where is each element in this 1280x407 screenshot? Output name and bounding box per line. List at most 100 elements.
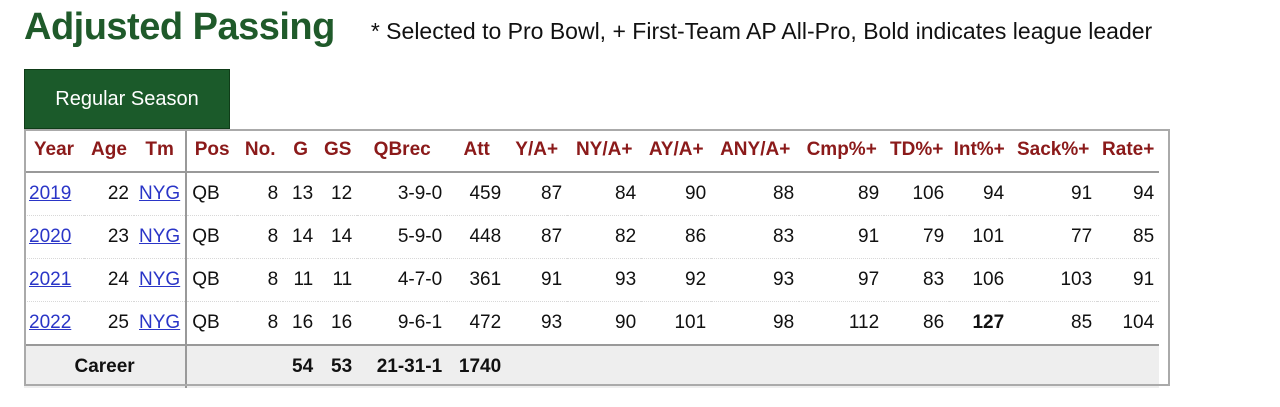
att-cell: 448 (447, 215, 507, 259)
gs-cell: 16 (318, 301, 358, 346)
year-link[interactable]: 2019 (29, 183, 72, 204)
team-cell: NYG (134, 215, 188, 259)
table-row: 2020 23 NYG QB 8 14 14 5-9-0 448 87 82 8… (24, 215, 1160, 259)
att-cell: 459 (447, 172, 507, 216)
ya-cell: 93 (506, 301, 568, 346)
nya-cell: 84 (567, 172, 642, 216)
g-cell: 11 (283, 258, 319, 302)
cmp-cell: 91 (799, 215, 885, 259)
g-cell: 14 (283, 215, 319, 259)
col-header-int[interactable]: Int%+ (949, 129, 1010, 173)
table-row: 2022 25 NYG QB 8 16 16 9-6-1 472 93 90 1… (24, 301, 1160, 346)
sack-cell: 85 (1009, 301, 1098, 346)
att-cell: 472 (447, 301, 507, 346)
career-qbrec-cell: 21-31-1 (357, 344, 448, 388)
col-header-gs[interactable]: GS (318, 129, 358, 173)
rate-cell: 94 (1097, 172, 1160, 216)
year-link[interactable]: 2021 (29, 269, 72, 290)
no-cell: 8 (237, 215, 284, 259)
career-ya-cell (506, 344, 568, 388)
career-rate-cell (1097, 344, 1160, 388)
col-header-ya[interactable]: Y/A+ (506, 129, 568, 173)
nya-cell: 82 (567, 215, 642, 259)
year-cell: 2020 (24, 215, 84, 259)
ya-cell: 87 (506, 215, 568, 259)
career-aya-cell (641, 344, 712, 388)
td-cell: 83 (884, 258, 950, 302)
col-header-sack[interactable]: Sack%+ (1009, 129, 1098, 173)
int-cell: 106 (949, 258, 1010, 302)
team-link[interactable]: NYG (139, 269, 181, 290)
col-header-year[interactable]: Year (24, 129, 84, 173)
team-cell: NYG (134, 301, 188, 346)
age-cell: 25 (84, 301, 134, 346)
qbrec-cell: 3-9-0 (357, 172, 448, 216)
aya-cell: 92 (641, 258, 712, 302)
col-header-aya[interactable]: AY/A+ (641, 129, 712, 173)
year-link[interactable]: 2020 (29, 226, 72, 247)
col-header-rate[interactable]: Rate+ (1097, 129, 1160, 173)
team-link[interactable]: NYG (139, 183, 181, 204)
legend-note: * Selected to Pro Bowl, + First-Team AP … (370, 18, 1153, 44)
career-nya-cell (567, 344, 642, 388)
career-row: Career 54 53 21-31-1 1740 (24, 344, 1160, 388)
page-header: Adjusted Passing * Selected to Pro Bowl,… (24, 6, 1152, 49)
int-cell: 101 (949, 215, 1010, 259)
col-header-tm[interactable]: Tm (134, 129, 188, 173)
cmp-cell: 112 (799, 301, 885, 346)
cmp-cell: 89 (799, 172, 885, 216)
aya-cell: 90 (641, 172, 712, 216)
g-cell: 13 (283, 172, 319, 216)
col-header-pos[interactable]: Pos (186, 129, 238, 173)
no-cell: 8 (237, 258, 284, 302)
team-link[interactable]: NYG (139, 226, 181, 247)
col-header-att[interactable]: Att (447, 129, 507, 173)
sack-cell: 91 (1009, 172, 1098, 216)
col-header-anya[interactable]: ANY/A+ (711, 129, 800, 173)
td-cell: 106 (884, 172, 950, 216)
col-header-nya[interactable]: NY/A+ (567, 129, 642, 173)
no-cell: 8 (237, 301, 284, 346)
col-header-age[interactable]: Age (84, 129, 134, 173)
career-td-cell (884, 344, 950, 388)
int-cell: 94 (949, 172, 1010, 216)
gs-cell: 14 (318, 215, 358, 259)
year-link[interactable]: 2022 (29, 312, 72, 333)
col-header-qbrec[interactable]: QBrec (357, 129, 448, 173)
table-row: 2021 24 NYG QB 8 11 11 4-7-0 361 91 93 9… (24, 258, 1160, 302)
col-header-td[interactable]: TD%+ (884, 129, 950, 173)
gs-cell: 11 (318, 258, 358, 302)
ya-cell: 91 (506, 258, 568, 302)
anya-cell: 83 (711, 215, 800, 259)
tab-regular-season[interactable]: Regular Season (24, 69, 230, 129)
anya-cell: 88 (711, 172, 800, 216)
qbrec-cell: 5-9-0 (357, 215, 448, 259)
col-header-g[interactable]: G (283, 129, 319, 173)
team-cell: NYG (134, 172, 188, 216)
year-cell: 2019 (24, 172, 84, 216)
col-header-no[interactable]: No. (237, 129, 284, 173)
table-header-row: Year Age Tm Pos No. G GS QBrec Att Y/A+ … (24, 129, 1160, 173)
career-att-cell: 1740 (447, 344, 507, 388)
aya-cell: 86 (641, 215, 712, 259)
col-header-cmp[interactable]: Cmp%+ (799, 129, 885, 173)
pos-cell: QB (186, 301, 238, 346)
no-cell: 8 (237, 172, 284, 216)
pos-cell: QB (186, 215, 238, 259)
career-label: Career (24, 344, 188, 388)
pos-cell: QB (186, 172, 238, 216)
team-cell: NYG (134, 258, 188, 302)
career-no-cell (237, 344, 284, 388)
year-cell: 2021 (24, 258, 84, 302)
career-pos-cell (186, 344, 238, 388)
team-link[interactable]: NYG (139, 312, 181, 333)
cmp-cell: 97 (799, 258, 885, 302)
career-g-cell: 54 (283, 344, 319, 388)
career-cmp-cell (799, 344, 885, 388)
career-sack-cell (1009, 344, 1098, 388)
career-gs-cell: 53 (318, 344, 358, 388)
table-row: 2019 22 NYG QB 8 13 12 3-9-0 459 87 84 9… (24, 172, 1160, 216)
nya-cell: 93 (567, 258, 642, 302)
sack-cell: 77 (1009, 215, 1098, 259)
career-int-cell (949, 344, 1010, 388)
